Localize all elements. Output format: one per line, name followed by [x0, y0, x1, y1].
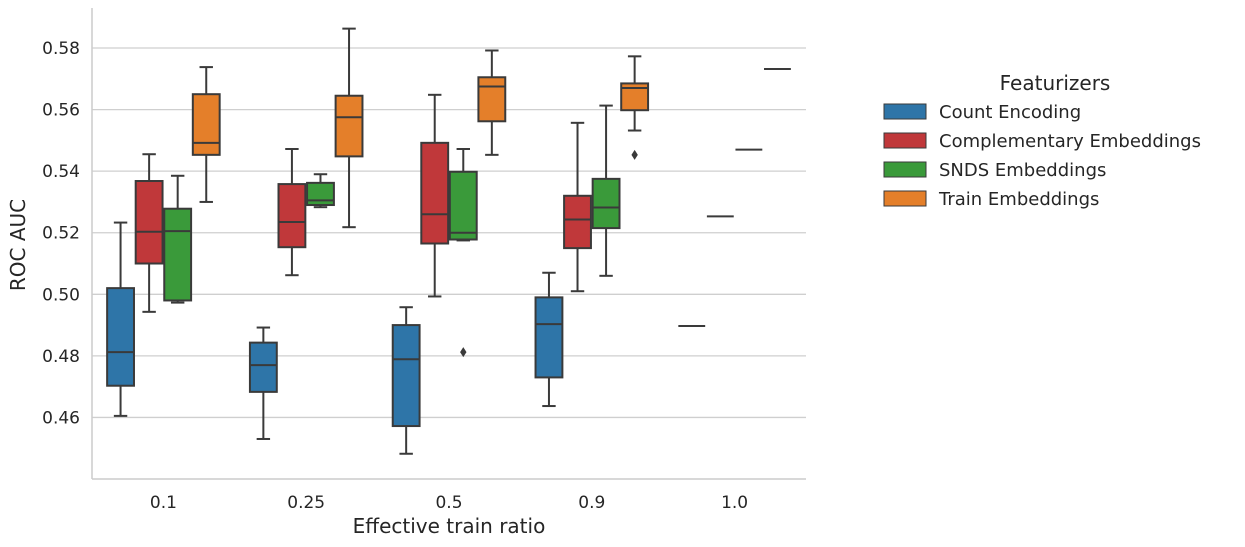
box-train-embeddings-0.25 [334, 27, 364, 229]
box-body [420, 141, 450, 245]
box-snds-embeddings-0.1 [163, 174, 193, 304]
y-tick-label: 0.52 [42, 224, 80, 244]
y-tick-label: 0.48 [42, 347, 80, 367]
box-body [306, 181, 335, 207]
y-tick-label: 0.54 [42, 162, 80, 182]
legend-label: Train Embeddings [938, 189, 1099, 210]
x-axis-label: Effective train ratio [353, 514, 546, 538]
box-body [391, 324, 421, 428]
legend-label: Complementary Embeddings [939, 131, 1201, 152]
x-tick-label: 1.0 [721, 493, 748, 513]
tick-labels: 0.46 0.48 0.50 0.52 0.54 0.56 0.58 0.1 0.25 0.5 0.… [42, 39, 748, 513]
y-tick-label: 0.56 [42, 101, 80, 121]
box-body [477, 76, 507, 123]
outlier-point [631, 149, 638, 160]
legend-label: Count Encoding [939, 102, 1081, 123]
x-tick-label: 0.9 [578, 493, 605, 513]
box-count-encoding-0.25 [248, 326, 278, 440]
box-count-encoding-0.5 [391, 306, 421, 455]
legend-swatch [883, 103, 927, 120]
box-complementary-embeddings-0.9 [563, 121, 592, 293]
x-tick-label: 0.25 [287, 493, 325, 513]
y-tick-label: 0.46 [42, 408, 80, 428]
box-body [191, 93, 221, 156]
box-body [277, 183, 307, 249]
box-complementary-embeddings-0.5 [420, 93, 450, 298]
box-body [106, 287, 135, 387]
box-snds-embeddings-0.9 [591, 104, 621, 277]
box-body [334, 94, 364, 158]
box-train-embeddings-0.1 [191, 66, 221, 203]
legend-swatch [883, 161, 927, 178]
box-body [563, 194, 592, 250]
legend: Featurizers Count Encoding Complementary … [883, 71, 1201, 210]
box-body [248, 341, 278, 393]
x-tick-label: 0.5 [435, 493, 462, 513]
legend-title: Featurizers [1000, 71, 1111, 95]
legend-swatch [883, 132, 927, 149]
y-tick-label: 0.58 [42, 39, 80, 59]
box-body [534, 296, 564, 379]
legend-label: SNDS Embeddings [939, 160, 1106, 181]
box-train-embeddings-0.9 [620, 55, 650, 160]
box-complementary-embeddings-0.25 [277, 147, 307, 277]
box-snds-embeddings-0.25 [306, 173, 335, 209]
box-body [163, 207, 193, 302]
legend-swatch [883, 190, 927, 207]
box-complementary-embeddings-0.1 [134, 153, 164, 313]
boxes [106, 27, 791, 455]
box-body [134, 180, 164, 265]
box-snds-embeddings-0.5 [448, 147, 478, 358]
outlier-point [460, 347, 467, 358]
box-body [591, 177, 621, 230]
x-tick-label: 0.1 [150, 493, 177, 513]
box-count-encoding-0.1 [106, 221, 135, 417]
y-tick-label: 0.50 [42, 285, 80, 305]
box-body [448, 170, 478, 241]
box-count-encoding-0.9 [534, 271, 564, 408]
axes [91, 8, 806, 480]
y-axis-label: ROC AUC [6, 199, 30, 291]
box-train-embeddings-0.5 [477, 49, 507, 156]
